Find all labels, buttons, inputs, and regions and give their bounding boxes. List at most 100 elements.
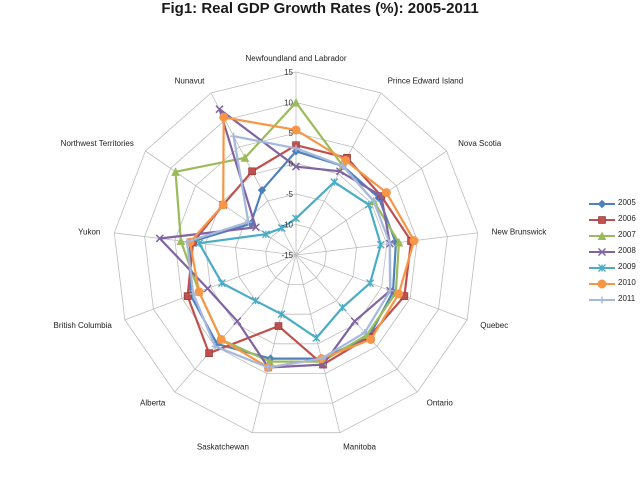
category-labels: Newfoundland and Labrador Prince Edward I… xyxy=(54,54,548,451)
grid-ring xyxy=(174,132,418,374)
data-point xyxy=(240,153,250,162)
category-label: New Brunswick xyxy=(492,227,548,236)
category-label: Nunavut xyxy=(175,77,206,86)
tick-label: 5 xyxy=(289,129,294,138)
grid-ring xyxy=(265,224,327,286)
data-point xyxy=(409,236,419,246)
data-point xyxy=(217,279,226,288)
legend-swatch xyxy=(589,264,615,272)
data-point xyxy=(203,284,212,293)
data-point xyxy=(339,162,347,170)
legend-label: 2006 xyxy=(618,214,636,223)
category-label: Ontario xyxy=(427,399,454,408)
data-point xyxy=(216,334,226,344)
legend-swatch xyxy=(589,216,615,224)
grid-spoke xyxy=(295,92,382,256)
grid-spoke xyxy=(251,254,297,433)
data-point xyxy=(251,296,260,305)
data-point xyxy=(376,240,385,249)
series-2009 xyxy=(195,178,385,342)
legend-marker xyxy=(597,279,607,289)
legend-swatch xyxy=(589,279,615,289)
tick-label: -5 xyxy=(286,190,294,199)
tick-label: 15 xyxy=(284,68,293,77)
legend-marker xyxy=(597,247,607,257)
legend-swatch xyxy=(589,296,615,304)
legend-swatch xyxy=(589,247,615,257)
tick-label: 10 xyxy=(284,99,293,108)
data-point xyxy=(277,310,286,319)
data-point xyxy=(366,334,376,344)
category-label: British Columbia xyxy=(54,321,113,330)
legend-marker xyxy=(598,296,606,304)
category-label: Manitoba xyxy=(343,442,376,451)
data-point xyxy=(176,236,186,246)
data-point xyxy=(183,238,191,246)
data-point xyxy=(211,342,219,350)
tick-label: -10 xyxy=(281,221,293,230)
legend-item-2010: 2010 xyxy=(588,276,640,292)
legend-item-2009: 2009 xyxy=(588,260,640,276)
data-point xyxy=(381,188,391,198)
grid-ring xyxy=(144,102,448,404)
chart-legend: 2005 2006 2007 2008 2009 2010 2011 xyxy=(588,196,640,308)
category-label: Nova Scotia xyxy=(458,139,502,148)
data-point xyxy=(361,329,369,337)
legend-item-2008: 2008 xyxy=(588,244,640,260)
data-point xyxy=(370,197,378,205)
data-point xyxy=(274,322,283,330)
data-point xyxy=(394,289,404,299)
data-point xyxy=(230,132,238,140)
legend-swatch xyxy=(589,199,615,209)
data-point xyxy=(215,105,224,114)
legend-marker xyxy=(597,199,607,209)
data-point xyxy=(291,162,301,171)
data-point xyxy=(251,223,260,232)
legend-item-2005: 2005 xyxy=(588,196,640,212)
data-point xyxy=(233,317,242,326)
data-point xyxy=(364,200,373,209)
data-point xyxy=(277,223,286,232)
grid-spoke xyxy=(124,254,297,321)
data-point xyxy=(219,112,229,122)
legend-item-2006: 2006 xyxy=(588,212,640,228)
legend-label: 2011 xyxy=(618,294,636,303)
data-point xyxy=(183,292,192,300)
category-label: Saskatchewan xyxy=(197,442,249,451)
tick-label: 0 xyxy=(289,160,294,169)
series-2011 xyxy=(183,132,394,372)
legend-label: 2009 xyxy=(618,262,636,271)
data-point xyxy=(257,185,267,195)
grid-spoke xyxy=(295,254,468,321)
legend-item-2007: 2007 xyxy=(588,228,640,244)
category-label: Quebec xyxy=(480,321,508,330)
data-point xyxy=(195,239,204,248)
data-point xyxy=(248,167,256,176)
series-group xyxy=(155,97,419,373)
data-point xyxy=(386,240,394,248)
data-point xyxy=(312,333,321,342)
series-line xyxy=(174,101,400,363)
category-label: Newfoundland and Labrador xyxy=(246,54,347,63)
data-point xyxy=(205,349,213,357)
category-label: Prince Edward Island xyxy=(388,77,464,86)
legend-label: 2005 xyxy=(618,198,636,207)
data-point xyxy=(194,287,204,297)
series-line xyxy=(185,135,392,369)
category-label: Northwest Territories xyxy=(61,139,134,148)
data-point xyxy=(386,287,394,295)
legend-marker xyxy=(597,231,607,240)
data-point xyxy=(292,144,300,152)
series-line xyxy=(198,181,382,339)
data-point xyxy=(189,290,197,298)
data-point xyxy=(244,218,252,226)
data-point xyxy=(155,234,164,243)
legend-label: 2008 xyxy=(618,246,636,255)
data-point xyxy=(341,155,351,165)
series-line xyxy=(188,150,397,360)
data-point xyxy=(291,125,301,135)
data-point xyxy=(291,97,301,107)
legend-item-2011: 2011 xyxy=(588,292,640,308)
data-point xyxy=(264,364,272,372)
